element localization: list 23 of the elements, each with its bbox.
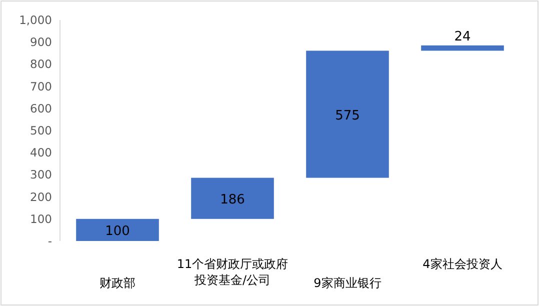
x-tick-label: 4家社会投资人 — [422, 257, 502, 271]
data-label: 186 — [220, 192, 245, 208]
y-tick-label: - — [48, 234, 52, 248]
x-tick-label: 11个省财政厅或政府投资基金/公司 — [176, 257, 288, 287]
y-tick-label: 900 — [30, 35, 52, 50]
bar — [191, 178, 274, 219]
bar — [76, 218, 159, 241]
x-tick-label: 9家商业银行 — [314, 276, 382, 290]
y-tick-label: 100 — [30, 212, 52, 226]
y-tick-label: 600 — [30, 101, 52, 116]
y-tick-label: 800 — [30, 57, 52, 72]
bar — [421, 45, 504, 51]
y-tick-label: 500 — [30, 124, 52, 138]
y-tick-label: 200 — [30, 190, 52, 204]
data-label: 100 — [105, 224, 130, 239]
y-tick-label: 300 — [30, 168, 52, 182]
data-label: 24 — [454, 29, 471, 44]
data-label: 575 — [335, 108, 360, 124]
bar — [306, 50, 389, 178]
y-tick-label: 1,000 — [19, 13, 52, 27]
y-tick-label: 400 — [30, 146, 52, 160]
x-tick-label: 财政部 — [100, 276, 136, 290]
y-tick-label: 700 — [30, 79, 52, 94]
